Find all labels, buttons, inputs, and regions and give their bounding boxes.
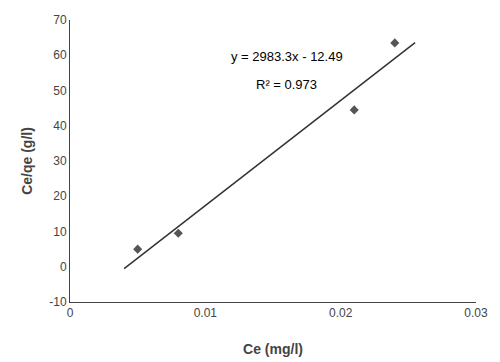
svg-text:70: 70 xyxy=(53,13,67,27)
svg-text:60: 60 xyxy=(53,48,67,62)
svg-text:0: 0 xyxy=(60,260,67,274)
svg-text:40: 40 xyxy=(53,119,67,133)
svg-text:0.01: 0.01 xyxy=(194,306,218,320)
svg-text:Ce (mg/l): Ce (mg/l) xyxy=(243,341,303,357)
svg-text:0.02: 0.02 xyxy=(329,306,353,320)
svg-text:0.03: 0.03 xyxy=(464,306,488,320)
svg-text:10: 10 xyxy=(53,225,67,239)
svg-text:0: 0 xyxy=(67,306,74,320)
svg-text:R² = 0.973: R² = 0.973 xyxy=(256,77,317,92)
svg-text:50: 50 xyxy=(53,84,67,98)
svg-text:Ce/qe (g/l): Ce/qe (g/l) xyxy=(19,127,35,195)
svg-text:20: 20 xyxy=(53,189,67,203)
svg-text:y = 2983.3x - 12.49: y = 2983.3x - 12.49 xyxy=(231,49,343,64)
svg-text:30: 30 xyxy=(53,154,67,168)
svg-text:-10: -10 xyxy=(49,295,67,309)
